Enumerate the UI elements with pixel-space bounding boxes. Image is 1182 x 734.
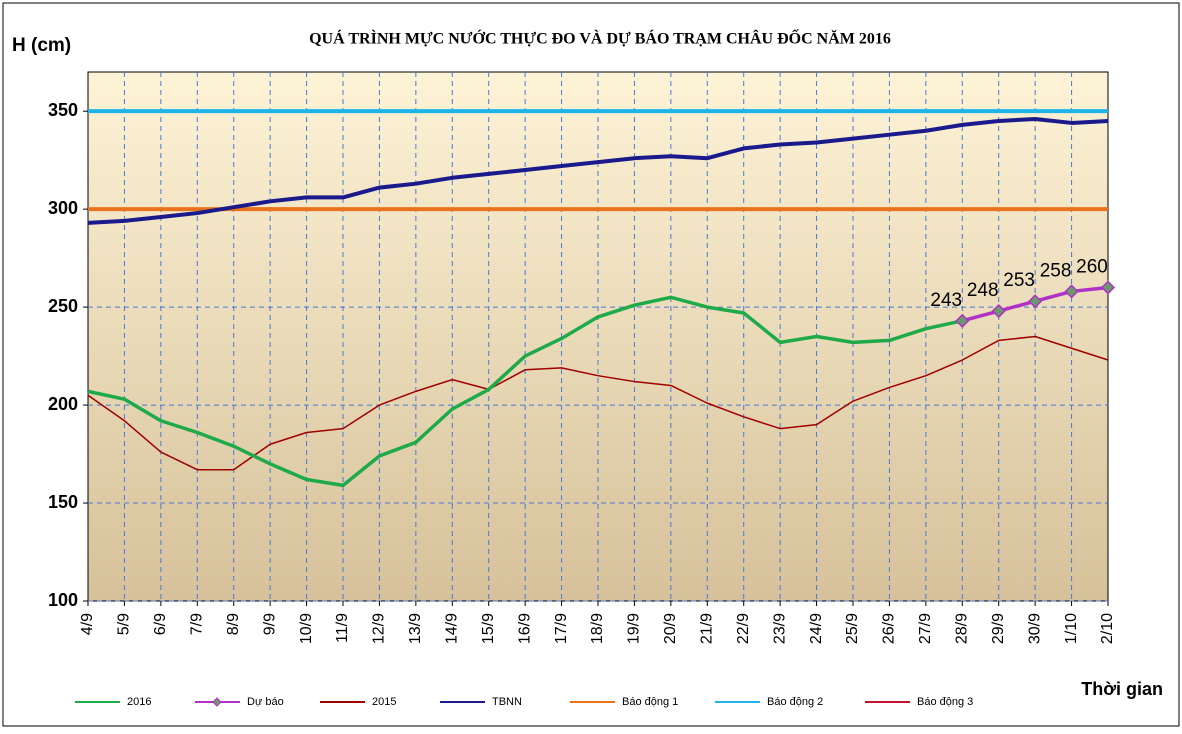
y-tick-label: 350	[48, 100, 78, 120]
data-label: 260	[1076, 257, 1108, 278]
legend-marker	[212, 697, 222, 707]
marker	[1028, 294, 1043, 309]
x-tick-label: 5/9	[116, 613, 133, 635]
x-tick-label: 30/9	[1026, 613, 1043, 644]
data-label: 258	[1040, 260, 1072, 281]
x-tick-label: 20/9	[662, 613, 679, 644]
marker	[955, 313, 970, 328]
x-tick-label: 1/10	[1063, 613, 1080, 644]
x-tick-label: 21/9	[699, 613, 716, 644]
x-tick-label: 7/9	[189, 613, 206, 635]
x-tick-label: 2/10	[1099, 613, 1116, 644]
x-tick-label: 11/9	[334, 613, 351, 643]
legend-label: Báo động 1	[622, 696, 678, 708]
series-line	[87, 335, 1109, 471]
legend-label: 2015	[372, 696, 396, 708]
marker	[1064, 284, 1079, 299]
x-tick-label: 17/9	[553, 613, 570, 644]
x-tick-label: 23/9	[771, 613, 788, 644]
y-tick-label: 150	[48, 492, 78, 512]
data-label: 248	[967, 280, 999, 301]
x-tick-label: 27/9	[917, 613, 934, 644]
x-tick-label: 4/9	[79, 613, 96, 635]
series-line	[87, 295, 963, 488]
data-label: 253	[1003, 270, 1035, 291]
chart-title: QUÁ TRÌNH MỰC NƯỚC THỰC ĐO VÀ DỰ BÁO TRẠ…	[309, 28, 891, 48]
x-tick-label: 22/9	[735, 613, 752, 644]
legend-label: Báo động 2	[767, 696, 823, 708]
x-tick-label: 12/9	[371, 613, 388, 644]
x-tick-label: 15/9	[480, 613, 497, 644]
x-tick-label: 18/9	[589, 613, 606, 644]
data-label: 243	[930, 290, 962, 311]
x-tick-label: 16/9	[516, 613, 533, 644]
x-tick-label: 28/9	[954, 613, 971, 644]
x-tick-label: 6/9	[152, 613, 169, 635]
y-tick-label: 250	[48, 296, 78, 316]
x-tick-label: 19/9	[626, 613, 643, 644]
legend-label: 2016	[127, 696, 151, 708]
series-line	[87, 117, 1109, 225]
x-tick-label: 24/9	[808, 613, 825, 644]
x-tick-label: 13/9	[407, 613, 424, 644]
y-tick-label: 300	[48, 198, 78, 218]
x-tick-label: 9/9	[261, 613, 278, 635]
x-tick-label: 25/9	[844, 613, 861, 644]
x-tick-label: 10/9	[298, 613, 315, 644]
y-axis-title: H (cm)	[12, 35, 71, 56]
x-tick-label: 26/9	[881, 613, 898, 644]
x-tick-label: 29/9	[990, 613, 1007, 644]
x-tick-label: 14/9	[444, 613, 461, 644]
x-tick-label: 8/9	[225, 613, 242, 635]
x-axis-title: Thời gian	[1081, 679, 1163, 699]
marker	[1100, 280, 1116, 295]
y-tick-label: 100	[48, 590, 78, 610]
y-tick-label: 200	[48, 394, 78, 414]
legend-label: TBNN	[492, 696, 522, 708]
legend-label: Báo động 3	[917, 696, 973, 708]
legend-label: Dự báo	[247, 696, 284, 708]
marker	[991, 303, 1006, 319]
